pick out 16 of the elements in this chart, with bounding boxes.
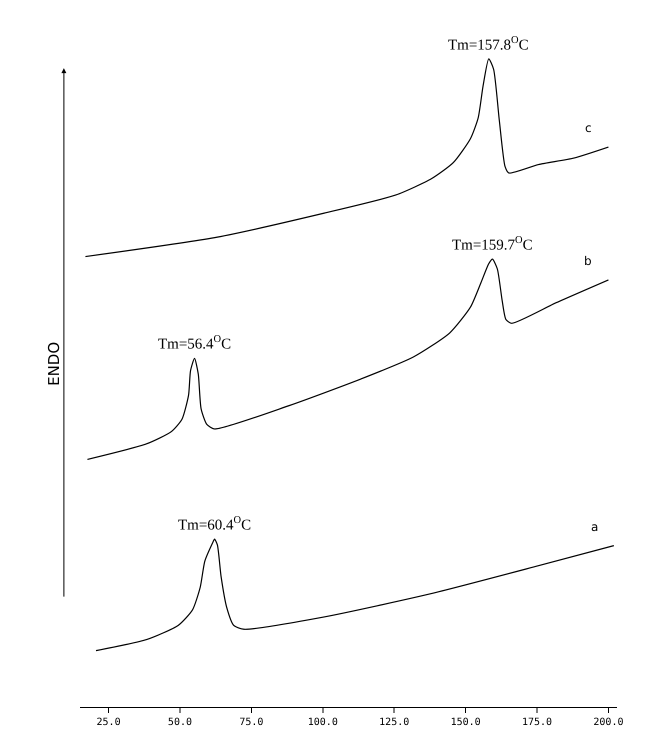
x-tick-label: 175.0: [522, 717, 552, 728]
series-label: c: [585, 121, 592, 135]
x-tick-label: 25.0: [96, 717, 121, 728]
series-label: b: [584, 254, 592, 268]
annotation: Tm=159.7$^{O}$C: [452, 235, 533, 254]
annotation: Tm=157.8$^{O}$C: [448, 35, 529, 54]
annotation: Tm=60.4$^{O}$C: [178, 515, 252, 534]
annotation: Tm=56.4$^{O}$C: [158, 334, 232, 352]
x-tick-label: 100.0: [308, 717, 338, 728]
x-tick-label: 75.0: [239, 717, 264, 728]
y-axis-title: ENDO: [44, 342, 63, 386]
x-tick-label: 150.0: [450, 717, 481, 728]
x-tick-label: 125.0: [379, 717, 410, 728]
x-tick-label: 50.0: [168, 717, 192, 728]
series-label: a: [591, 520, 598, 534]
x-tick-label: 200.0: [593, 717, 624, 728]
